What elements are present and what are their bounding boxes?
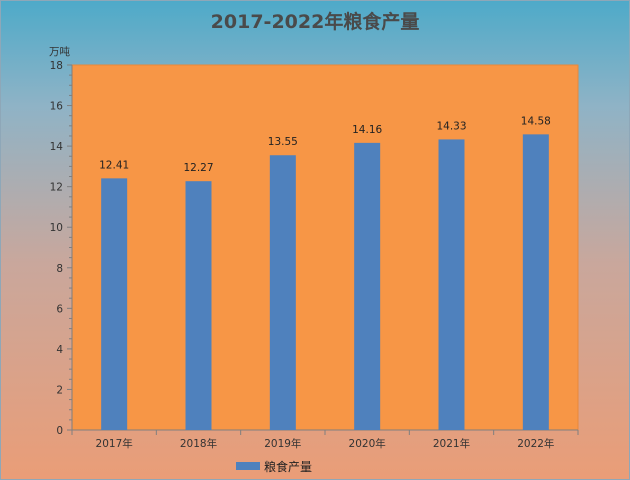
y-tick-label: 2 [56,384,63,396]
y-axis-unit-label: 万吨 [49,45,70,58]
y-axis: 0 2 4 6 8 10 12 14 16 18 [50,60,73,437]
chart-title: 2017-2022年粮食产量 [211,10,420,33]
x-tick-label: 2019年 [264,437,301,450]
data-label: 13.55 [268,136,298,148]
y-tick-label: 12 [50,182,63,194]
bar [185,181,212,430]
x-tick-label: 2017年 [96,437,133,450]
plot-area [71,64,579,431]
y-tick-label: 0 [56,425,63,437]
bar [438,139,465,431]
legend: 粮食产量 [236,459,312,474]
bar [101,178,128,430]
data-label: 12.41 [99,159,129,171]
legend-swatch [236,462,260,470]
data-label: 14.16 [352,124,382,136]
data-label: 14.33 [436,120,466,132]
x-tick-label: 2018年 [180,437,217,450]
y-tick-label: 14 [50,141,64,153]
x-axis: 2017年 2018年 2019年 2020年 2021年 2022年 [71,429,579,450]
data-label: 14.58 [521,115,551,127]
x-tick-label: 2022年 [517,437,554,450]
y-tick-label: 8 [56,263,63,275]
x-tick-label: 2020年 [349,437,386,450]
bar [269,155,296,430]
data-label: 12.27 [183,162,213,174]
legend-label: 粮食产量 [264,459,312,474]
y-tick-label: 10 [50,222,63,234]
y-tick-label: 4 [56,344,63,356]
y-tick-label: 18 [50,60,63,72]
bar [522,134,549,430]
bar [354,142,381,430]
bar-series: 12.41 12.27 13.55 14.16 14.33 14.58 [99,115,551,431]
y-tick-label: 6 [56,303,63,315]
x-tick-label: 2021年 [433,437,470,450]
y-tick-label: 16 [50,101,64,113]
